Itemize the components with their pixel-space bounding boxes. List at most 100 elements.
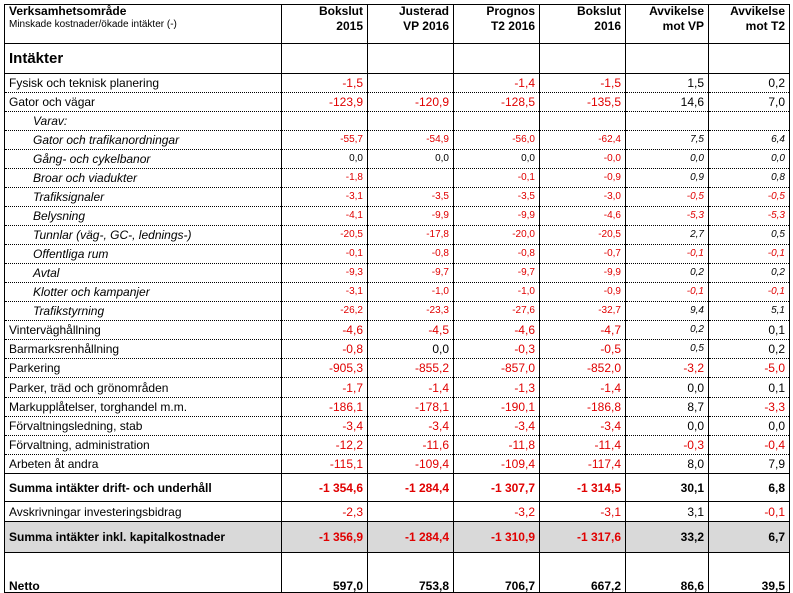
- cell-col-6: 6,8: [708, 473, 790, 502]
- table-row: Vinterväghållning -4,6 -4,5 -4,6 -4,7 0,2 0,1: [4, 320, 790, 340]
- cell-col-3: -857,0: [453, 358, 540, 378]
- cell-col-4: -0,9: [539, 282, 626, 302]
- cell-col-1: 0,0: [281, 149, 368, 169]
- cell-col-3: -190,1: [453, 397, 540, 417]
- table-header: Verksamhetsområde Minskade kostnader/öka…: [4, 4, 790, 44]
- cell-col-5: -0,3: [625, 435, 709, 455]
- cell-col-3: -9,7: [453, 263, 540, 283]
- cell-col-5: -0,1: [625, 282, 709, 302]
- cell-col-4: -0,9: [539, 168, 626, 188]
- cell-col-5: 0,0: [625, 377, 709, 398]
- cell-col-4: -3,0: [539, 187, 626, 207]
- cell-col-2: -1,0: [367, 282, 454, 302]
- cell-col-2: 753,8: [367, 552, 454, 593]
- cell-col-5: -0,5: [625, 187, 709, 207]
- header-area: Verksamhetsområde Minskade kostnader/öka…: [4, 4, 282, 44]
- cell-col-6: [708, 111, 790, 131]
- cell-col-4: 667,2: [539, 552, 626, 593]
- cell-col-3: -56,0: [453, 130, 540, 150]
- cell-col-2: -4,5: [367, 320, 454, 340]
- table-row: Varav:: [4, 111, 790, 131]
- row-label: Varav:: [4, 111, 282, 131]
- cell-col-2: -1,4: [367, 377, 454, 398]
- header-col-6: Avvikelse mot T2: [708, 4, 790, 44]
- cell-col-5: 8,0: [625, 454, 709, 474]
- cell-col-4: -4,7: [539, 320, 626, 340]
- cell-col-2: -17,8: [367, 225, 454, 245]
- header-col-2: Justerad VP 2016: [367, 4, 454, 44]
- cell-col-5: 0,2: [625, 263, 709, 283]
- cell-col-1: -905,3: [281, 358, 368, 378]
- cell-col-6: -0,1: [708, 244, 790, 264]
- table-row: Gator och vägar -123,9 -120,9 -128,5 -135,5 1…: [4, 92, 790, 112]
- table-row: Fysisk och teknisk planering -1,5 -1,4 -1,5…: [4, 73, 790, 93]
- cell-col-2: [367, 168, 454, 188]
- cell-col-2: 0,0: [367, 339, 454, 359]
- cell-col-6: 0,8: [708, 168, 790, 188]
- row-label: Broar och viadukter: [4, 168, 282, 188]
- cell-col-4: -1 314,5: [539, 473, 626, 502]
- table-row: Parkering -905,3 -855,2 -857,0 -852,0 -3,2 -5,…: [4, 358, 790, 378]
- row-label: Offentliga rum: [4, 244, 282, 264]
- cell-col-1: [281, 111, 368, 131]
- cell-col-3: -128,5: [453, 92, 540, 112]
- row-label: Trafikstyrning: [4, 301, 282, 321]
- cell-col-4: -0,0: [539, 149, 626, 169]
- cell-col-4: -32,7: [539, 301, 626, 321]
- cell-col-4: -117,4: [539, 454, 626, 474]
- cell-col-4: -1,5: [539, 73, 626, 93]
- table-row: Trafiksignaler -3,1 -3,5 -3,5 -3,0 -0,5 -0,5: [4, 187, 790, 207]
- cell-col-6: 6,4: [708, 130, 790, 150]
- cell-col-2: -855,2: [367, 358, 454, 378]
- cell-col-6: 0,0: [708, 149, 790, 169]
- cell-col-1: -1,7: [281, 377, 368, 398]
- row-label: Tunnlar (väg-, GC-, lednings-): [4, 225, 282, 245]
- cell-col-5: -0,1: [625, 244, 709, 264]
- table-row: Tunnlar (väg-, GC-, lednings-) -20,5 -17,8…: [4, 225, 790, 245]
- cell-col-6: 0,0: [708, 416, 790, 436]
- cell-col-2: [367, 501, 454, 522]
- cell-col-1: -9,3: [281, 263, 368, 283]
- cell-col-5: 30,1: [625, 473, 709, 502]
- cell-col-4: -62,4: [539, 130, 626, 150]
- section-title: Intäkter: [4, 43, 282, 74]
- cell-col-2: -178,1: [367, 397, 454, 417]
- total-row-drift: Summa intäkter drift- och underhåll -1 35…: [4, 473, 790, 502]
- row-label: Summa intäkter drift- och underhåll: [4, 473, 282, 502]
- row-label: Vinterväghållning: [4, 320, 282, 340]
- header-col-4: Bokslut 2016: [539, 4, 626, 44]
- cell-col-6: 0,2: [708, 263, 790, 283]
- cell-col-3: -1 310,9: [453, 521, 540, 553]
- cell-col-1: -1 354,6: [281, 473, 368, 502]
- row-label: Förvaltningsledning, stab: [4, 416, 282, 436]
- cell-col-5: [625, 111, 709, 131]
- cell-col-5: 1,5: [625, 73, 709, 93]
- cell-col-1: -2,3: [281, 501, 368, 522]
- cell-col-1: -115,1: [281, 454, 368, 474]
- total-row-kapital: Summa intäkter inkl. kapitalkostnader -1 …: [4, 521, 790, 553]
- cell-col-2: -9,9: [367, 206, 454, 226]
- header-col-5: Avvikelse mot VP: [625, 4, 709, 44]
- cell-col-5: 3,1: [625, 501, 709, 522]
- cell-col-4: -186,8: [539, 397, 626, 417]
- row-label: Avskrivningar investeringsbidrag: [4, 501, 282, 522]
- cell-col-4: -3,1: [539, 501, 626, 522]
- cell-col-1: -3,4: [281, 416, 368, 436]
- row-label: Barmarksrenhållning: [4, 339, 282, 359]
- cell-col-3: -3,2: [453, 501, 540, 522]
- cell-col-2: -9,7: [367, 263, 454, 283]
- row-label: Trafiksignaler: [4, 187, 282, 207]
- cell-col-2: -11,6: [367, 435, 454, 455]
- table-row: Klotter och kampanjer -3,1 -1,0 -1,0 -0,9 -0,…: [4, 282, 790, 302]
- cell-col-4: -1,4: [539, 377, 626, 398]
- avskrivning-row: Avskrivningar investeringsbidrag -2,3 -3,2…: [4, 501, 790, 522]
- row-label: Gator och trafikanordningar: [4, 130, 282, 150]
- table-row: Gång- och cykelbanor 0,0 0,0 0,0 -0,0 0,0 0,0: [4, 149, 790, 169]
- table-row: Gator och trafikanordningar -55,7 -54,9 -56…: [4, 130, 790, 150]
- cell-col-4: -9,9: [539, 263, 626, 283]
- cell-col-6: -3,3: [708, 397, 790, 417]
- cell-col-5: 86,6: [625, 552, 709, 593]
- table-row: Belysning -4,1 -9,9 -9,9 -4,6 -5,3 -5,3: [4, 206, 790, 226]
- cell-col-5: -5,3: [625, 206, 709, 226]
- cell-col-5: 0,0: [625, 416, 709, 436]
